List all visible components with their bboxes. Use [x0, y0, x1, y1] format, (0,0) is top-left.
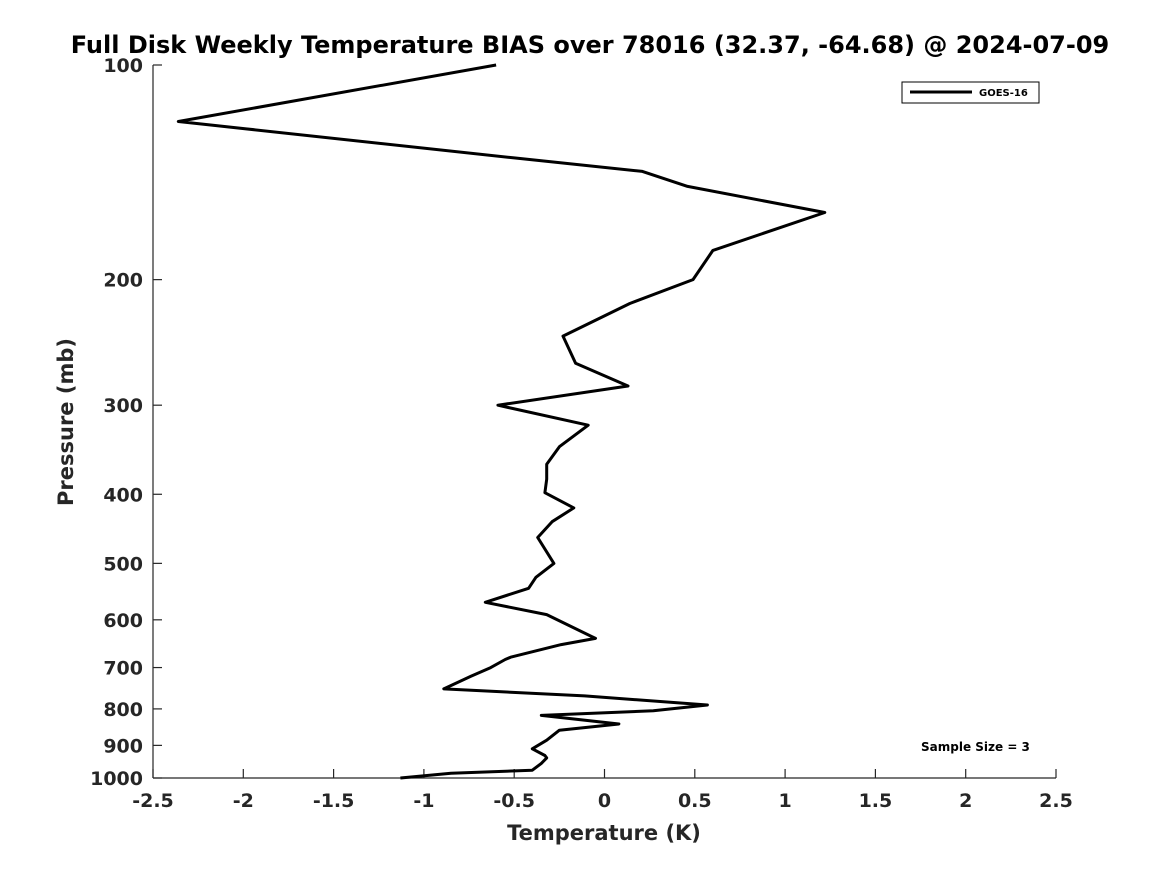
y-tick-label: 300 [103, 395, 143, 417]
x-tick-label: 2 [959, 790, 972, 812]
y-tick-label: 200 [103, 270, 143, 292]
x-tick-label: 0.5 [678, 790, 712, 812]
x-ticks: -2.5 -2 -1.5 -1 -0.5 0 0.5 1 1.5 2 2.5 [132, 769, 1073, 812]
x-tick-label: -1.5 [313, 790, 355, 812]
y-tick-label: 1000 [90, 768, 143, 790]
x-tick-label: 1.5 [859, 790, 893, 812]
y-tick-label: 400 [103, 484, 143, 506]
legend: GOES-16 [901, 81, 1040, 104]
y-tick-label: 800 [103, 699, 143, 721]
legend-entry-goes-16: GOES-16 [979, 88, 1028, 99]
x-tick-label: -0.5 [493, 790, 535, 812]
x-axis-label: Temperature (K) [507, 821, 701, 845]
x-tick-label: 2.5 [1039, 790, 1073, 812]
y-tick-label: 500 [103, 553, 143, 575]
x-tick-label: -2.5 [132, 790, 174, 812]
x-tick-label: -2 [233, 790, 254, 812]
y-tick-label: 100 [103, 55, 143, 77]
chart-title: Full Disk Weekly Temperature BIAS over 7… [71, 31, 1110, 59]
sample-size-annotation: Sample Size = 3 [921, 740, 1030, 754]
x-tick-label: -1 [413, 790, 434, 812]
y-axis-label: Pressure (mb) [54, 338, 78, 506]
y-tick-label: 900 [103, 735, 143, 757]
x-tick-label: 0 [598, 790, 611, 812]
y-tick-label: 700 [103, 658, 143, 680]
series-line-goes-16 [176, 63, 827, 780]
x-tick-label: 1 [778, 790, 791, 812]
y-tick-label: 600 [103, 610, 143, 632]
y-ticks: 100 200 300 400 500 600 700 800 900 1000 [90, 55, 162, 790]
